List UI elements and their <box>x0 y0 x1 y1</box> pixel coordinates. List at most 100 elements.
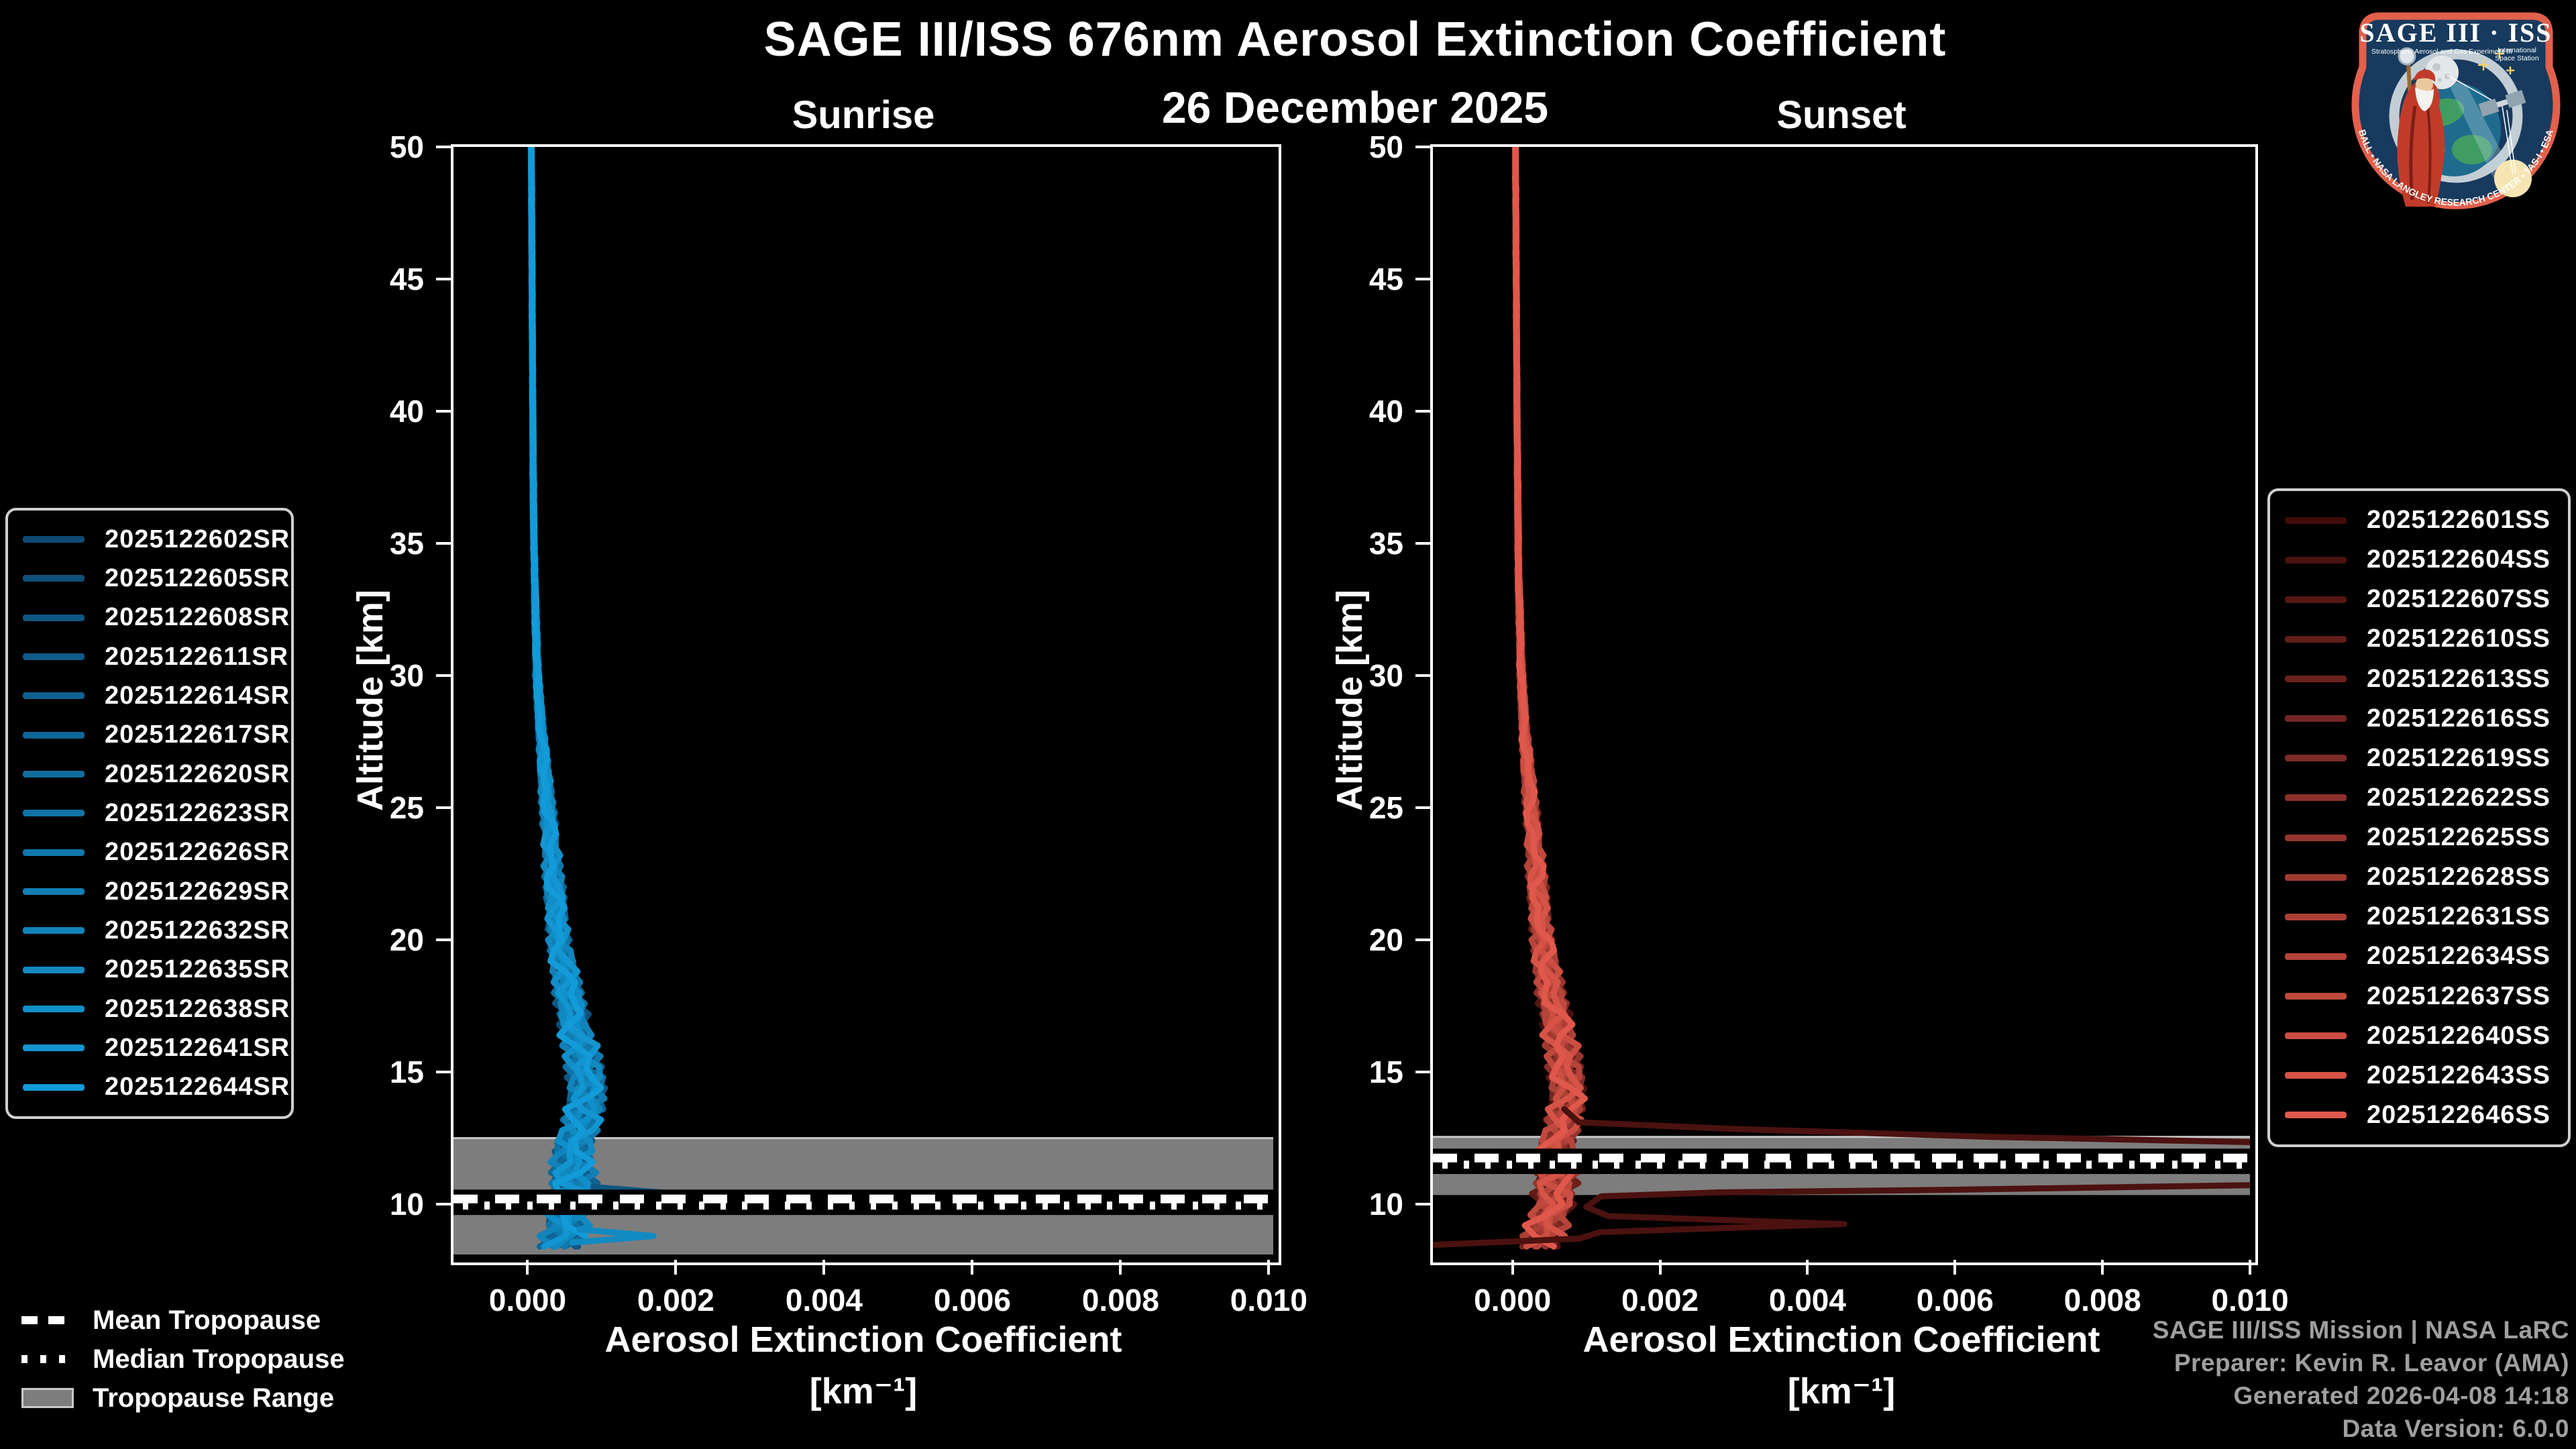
x-tick-label: 0.004 <box>1768 1283 1846 1318</box>
x-tick-mark <box>1953 1260 1957 1275</box>
legend-item-label: 2025122607SS <box>2367 585 2551 614</box>
legend-item-label: 2025122635SR <box>105 955 290 984</box>
legend-line-swatch <box>2285 556 2347 564</box>
sunset-plot <box>1430 144 2258 1265</box>
legend-item-label: 2025122611SR <box>105 642 289 671</box>
legend-item-label: 2025122623SR <box>105 798 290 827</box>
sunset-xaxis-label: Aerosol Extinction Coefficient <box>1582 1320 2100 1360</box>
sunrise-plot <box>451 144 1281 1265</box>
legend-item: 2025122613SS <box>2270 665 2568 694</box>
mean-tropopause-label: Mean Tropopause <box>93 1305 321 1335</box>
x-tick-mark <box>1267 1260 1271 1275</box>
sunrise-plot-canvas <box>453 147 1273 1255</box>
logo-orbit-ring <box>2389 49 2523 183</box>
legend-item: 2025122608SR <box>8 603 291 632</box>
dashed-line-icon <box>21 1316 74 1324</box>
legend-item: 2025122638SR <box>8 995 291 1024</box>
legend-item: 2025122623SR <box>8 799 291 828</box>
legend-item: 2025122617SR <box>8 720 291 749</box>
legend-line-swatch <box>2285 1032 2347 1040</box>
y-tick-mark <box>1415 410 1430 413</box>
y-tick-mark <box>1415 146 1430 148</box>
sunset-yaxis-label: Altitude [km] <box>1330 590 1370 811</box>
legend-item-label: 2025122632SR <box>105 916 290 945</box>
footer-mission: SAGE III/ISS Mission | NASA LaRC <box>2152 1316 2569 1344</box>
x-tick-mark <box>1658 1260 1662 1275</box>
y-tick-mark <box>1415 674 1430 678</box>
sunrise-yaxis-label: Altitude [km] <box>350 590 390 811</box>
y-tick-label: 10 <box>389 1187 424 1222</box>
tropopause-legend: Mean Tropopause Median Tropopause Tropop… <box>19 1305 345 1413</box>
legend-line-swatch <box>23 888 85 896</box>
legend-line-swatch <box>23 1044 85 1052</box>
y-tick-label: 15 <box>389 1055 424 1090</box>
legend-line-swatch <box>2285 676 2347 683</box>
legend-item-label: 2025122625SS <box>2367 823 2551 852</box>
y-tick-mark <box>436 146 451 148</box>
logo-light-beam <box>2442 70 2517 191</box>
dotted-line-icon <box>21 1355 74 1363</box>
y-tick-mark <box>436 278 451 281</box>
sunset-panel-title: Sunset <box>1776 93 1907 137</box>
legend-line-swatch <box>23 771 85 778</box>
legend-line-swatch <box>2285 755 2347 762</box>
logo-sun <box>2494 160 2532 197</box>
legend-item-label: 2025122638SR <box>105 994 290 1023</box>
y-tick-label: 50 <box>389 129 424 164</box>
y-tick-label: 20 <box>1368 922 1403 958</box>
x-tick-label: 0.000 <box>488 1283 567 1318</box>
y-tick-label: 45 <box>1368 262 1403 297</box>
y-tick-mark <box>436 674 451 678</box>
y-tick-label: 45 <box>389 262 424 297</box>
y-tick-mark <box>436 542 451 545</box>
logo-moon <box>2425 56 2459 89</box>
x-tick-label: 0.008 <box>1081 1283 1159 1318</box>
legend-item-label: 2025122601SS <box>2367 506 2551 535</box>
outlier-profile-line <box>569 1226 657 1246</box>
legend-item: 2025122622SS <box>2270 784 2568 812</box>
footer-generated: Generated 2026-04-08 14:18 <box>2233 1382 2569 1409</box>
page-subtitle: 26 December 2025 <box>1161 83 1549 132</box>
x-tick-label: 0.000 <box>1474 1283 1552 1318</box>
median-tropopause-label: Median Tropopause <box>93 1344 345 1374</box>
y-tick-label: 35 <box>389 526 424 561</box>
x-tick-label: 0.008 <box>2063 1283 2141 1318</box>
y-tick-mark <box>1415 542 1430 545</box>
legend-item: 2025122628SS <box>2270 863 2568 892</box>
y-tick-mark <box>436 1071 451 1074</box>
y-tick-label: 20 <box>389 922 424 958</box>
x-tick-label: 0.006 <box>933 1283 1011 1318</box>
y-tick-mark <box>1415 1071 1430 1074</box>
legend-item: 2025122614SR <box>8 682 291 710</box>
legend-item-label: 2025122626SR <box>105 838 290 867</box>
legend-line-swatch <box>23 536 85 543</box>
x-tick-mark <box>526 1260 529 1275</box>
y-tick-label: 50 <box>1368 129 1403 164</box>
legend-item-label: 2025122605SR <box>105 564 290 592</box>
mean-tropopause-legend-item: Mean Tropopause <box>19 1305 345 1335</box>
legend-item: 2025122611SR <box>8 643 291 672</box>
logo-iss <box>2478 89 2526 117</box>
legend-item: 2025122607SS <box>2270 585 2568 614</box>
x-tick-label: 0.006 <box>1916 1283 1994 1318</box>
footer-credits: SAGE III/ISS Mission | NASA LaRC Prepare… <box>2153 1313 2569 1445</box>
logo-stars <box>2477 48 2515 75</box>
legend-item: 2025122629SR <box>8 877 291 906</box>
legend-line-swatch <box>23 927 85 934</box>
sage-iii-iss-mission-logo: SAGE III · ISS Stratospheric Aerosol and… <box>2351 12 2561 209</box>
sunrise-legend: 2025122602SR 2025122605SR 2025122608SR 2025… <box>5 508 294 1119</box>
legend-line-swatch <box>2285 635 2347 643</box>
legend-line-swatch <box>2285 596 2347 603</box>
logo-moon-crater <box>2432 63 2440 71</box>
legend-line-swatch <box>23 1006 85 1013</box>
outlier-profile-line <box>1433 1106 2250 1248</box>
x-tick-mark <box>2101 1260 2104 1275</box>
legend-item: 2025122616SS <box>2270 704 2568 733</box>
legend-item: 2025122626SR <box>8 838 291 867</box>
legend-item-label: 2025122629SR <box>105 877 290 906</box>
x-tick-label: 0.010 <box>1230 1283 1307 1318</box>
logo-subtitle-left: Stratospheric Aerosol and Gas Experiment… <box>2371 48 2512 56</box>
legend-line-swatch <box>2285 794 2347 802</box>
legend-item-label: 2025122617SR <box>105 720 290 749</box>
sunset-legend: 2025122601SS 2025122604SS 2025122607SS 2025… <box>2267 488 2571 1147</box>
